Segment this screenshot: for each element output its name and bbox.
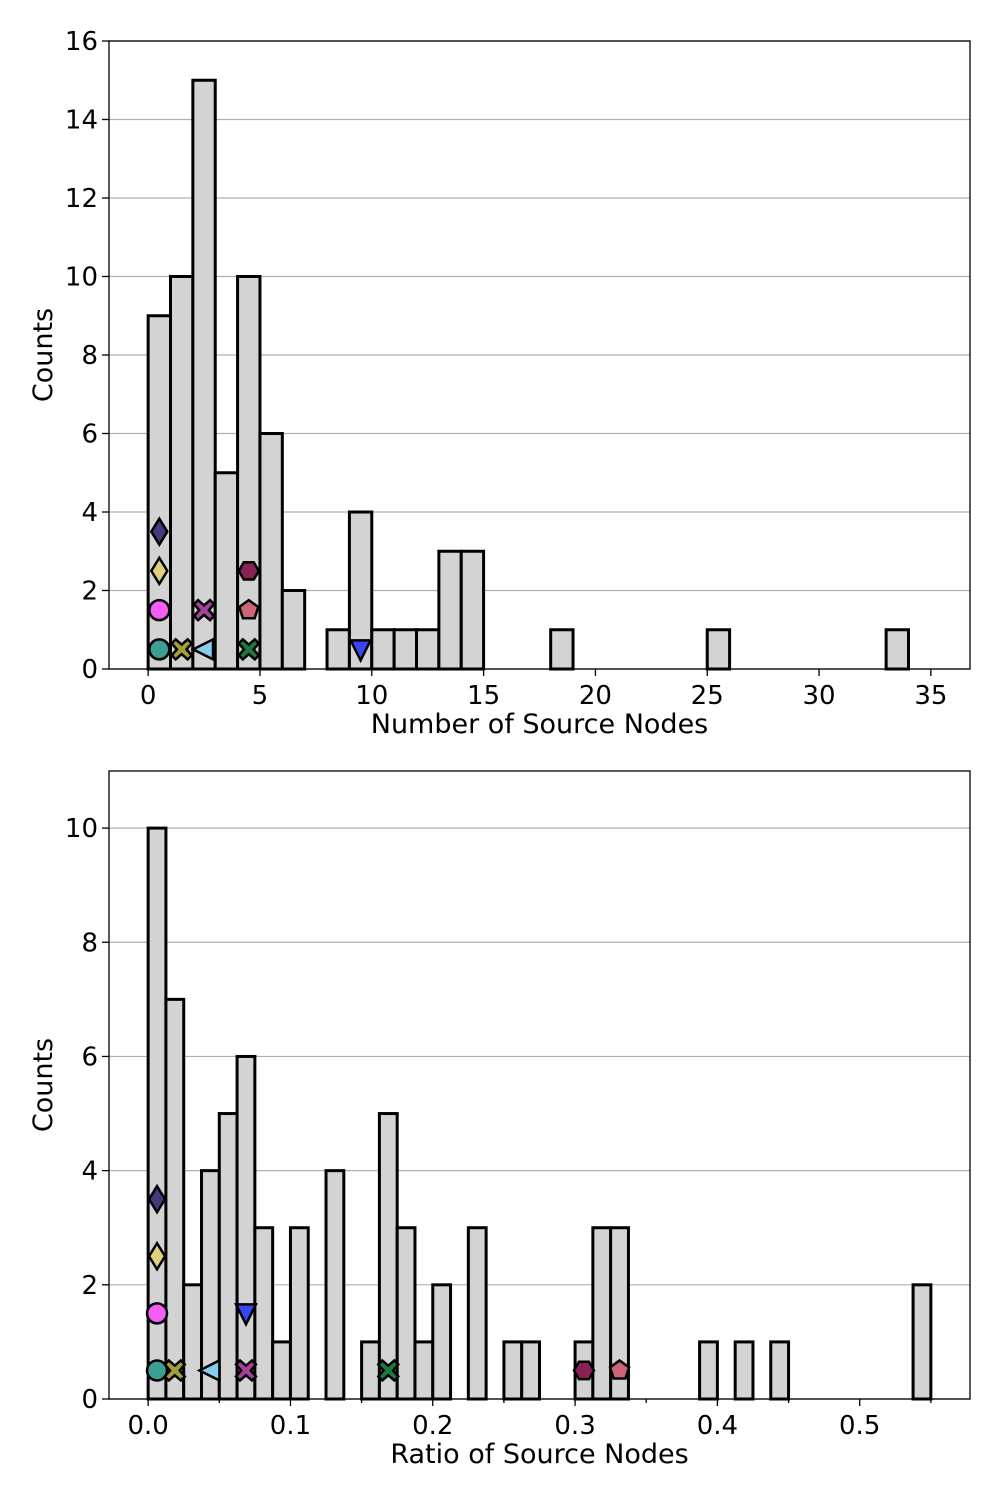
x-tick-label: 0.3 bbox=[554, 1411, 595, 1441]
y-tick-label: 2 bbox=[81, 1271, 98, 1301]
histogram-bar bbox=[213, 471, 240, 671]
histogram-bar bbox=[769, 1340, 791, 1401]
y-tick-label: 8 bbox=[81, 928, 98, 958]
marker-circle bbox=[148, 598, 171, 622]
y-tick-label: 6 bbox=[81, 1042, 98, 1072]
x-tick-label: 20 bbox=[579, 681, 612, 711]
marker-pentagon bbox=[237, 598, 260, 620]
x-tick-label: 35 bbox=[914, 681, 947, 711]
marker-diamond bbox=[147, 1183, 167, 1215]
marker-triangle-down bbox=[348, 639, 373, 664]
y-tick-label: 6 bbox=[81, 420, 98, 450]
histogram-bar bbox=[415, 628, 441, 671]
histogram-bar bbox=[217, 1112, 239, 1401]
histogram-bar bbox=[235, 1054, 257, 1401]
x-axis-label: Number of Source Nodes bbox=[371, 709, 709, 740]
marker-pentagon bbox=[608, 1358, 631, 1380]
marker-x bbox=[163, 1358, 187, 1383]
marker-triangle-left bbox=[190, 637, 215, 662]
histogram-bar bbox=[591, 1226, 613, 1401]
histogram-bar bbox=[549, 628, 575, 671]
histogram-bar bbox=[271, 1340, 292, 1401]
marker-x bbox=[237, 637, 261, 662]
y-tick-label: 10 bbox=[65, 263, 98, 293]
histogram-bar bbox=[884, 628, 910, 671]
y-tick-label: 16 bbox=[65, 27, 98, 57]
marker-x bbox=[376, 1358, 400, 1383]
y-tick-label: 0 bbox=[81, 1385, 98, 1415]
plot-frame bbox=[108, 770, 971, 1400]
source-node-ratio-histogram: 0 2 4 6 8 10 0.0 0.1 0.2 0.3 0.4 0.5 Ratio of Source… bbox=[28, 770, 971, 1470]
x-tick-label: 0 bbox=[140, 681, 157, 711]
y-tick-label: 10 bbox=[65, 814, 98, 844]
x-tick-label: 30 bbox=[802, 681, 835, 711]
histogram-bar bbox=[280, 589, 307, 671]
marker-circle bbox=[145, 1359, 169, 1382]
x-tick-label: 25 bbox=[691, 681, 724, 711]
histogram-bar bbox=[502, 1340, 524, 1401]
histogram-bar bbox=[370, 628, 396, 671]
histogram-bar bbox=[182, 1283, 204, 1401]
histogram-bar bbox=[258, 432, 284, 671]
x-tick-label: 10 bbox=[355, 681, 388, 711]
histogram-bar bbox=[437, 549, 463, 671]
marker-circle bbox=[145, 1302, 169, 1325]
histogram-bar bbox=[377, 1112, 399, 1401]
x-tick-label: 0.1 bbox=[270, 1411, 311, 1441]
y-axis-label: Counts bbox=[28, 308, 59, 402]
y-tick-label: 8 bbox=[81, 341, 98, 371]
histogram-bar bbox=[169, 275, 195, 671]
x-tick-label: 0.0 bbox=[127, 1411, 168, 1441]
marker-x bbox=[192, 598, 216, 622]
x-tick-label: 15 bbox=[467, 681, 500, 711]
histogram-bar bbox=[253, 1226, 275, 1401]
histogram-bar bbox=[911, 1283, 933, 1401]
y-axis-label: Counts bbox=[28, 1038, 59, 1132]
marker-diamond bbox=[149, 555, 169, 587]
histogram-bar bbox=[324, 1169, 346, 1401]
histogram-bar bbox=[520, 1340, 542, 1401]
y-tick-label: 4 bbox=[81, 498, 98, 528]
histogram-bar bbox=[705, 628, 732, 671]
marker-circle bbox=[148, 638, 171, 661]
x-tick-label: 0.2 bbox=[412, 1411, 453, 1441]
histogram-bar bbox=[360, 1340, 381, 1401]
histogram-bar bbox=[431, 1283, 453, 1401]
histogram-bar bbox=[191, 78, 217, 671]
histogram-bar bbox=[395, 1226, 417, 1401]
histogram-bar bbox=[392, 628, 418, 671]
source-node-count-histogram: 0 2 4 6 8 10 12 14 16 0 5 10 15 20 25 30 35 Number of Sou… bbox=[28, 27, 971, 740]
y-tick-label: 14 bbox=[65, 106, 98, 136]
x-tick-label: 0.4 bbox=[697, 1411, 738, 1441]
x-axis-label: Ratio of Source Nodes bbox=[390, 1439, 688, 1470]
histogram-bar bbox=[288, 1226, 310, 1401]
x-tick-label: 5 bbox=[252, 681, 269, 711]
y-tick-label: 2 bbox=[81, 577, 98, 607]
marker-hexagon bbox=[572, 1360, 596, 1381]
histogram-bar bbox=[325, 628, 351, 671]
marker-hexagon bbox=[237, 560, 261, 581]
marker-x bbox=[234, 1358, 258, 1383]
y-tick-label: 0 bbox=[81, 655, 98, 685]
histogram-bar bbox=[459, 549, 486, 671]
histogram-bar bbox=[413, 1340, 435, 1401]
x-tick-label: 0.5 bbox=[839, 1411, 880, 1441]
histogram-bar bbox=[164, 997, 186, 1401]
marker-triangle-down bbox=[233, 1303, 258, 1328]
marker-x bbox=[169, 637, 194, 662]
histogram-bar bbox=[733, 1340, 755, 1401]
marker-triangle-left bbox=[196, 1358, 221, 1383]
y-tick-label: 12 bbox=[65, 184, 98, 214]
histogram-bar bbox=[466, 1226, 488, 1401]
marker-diamond bbox=[149, 516, 169, 548]
histogram-bar bbox=[698, 1340, 719, 1401]
marker-diamond bbox=[147, 1240, 167, 1272]
y-tick-label: 4 bbox=[81, 1157, 98, 1187]
